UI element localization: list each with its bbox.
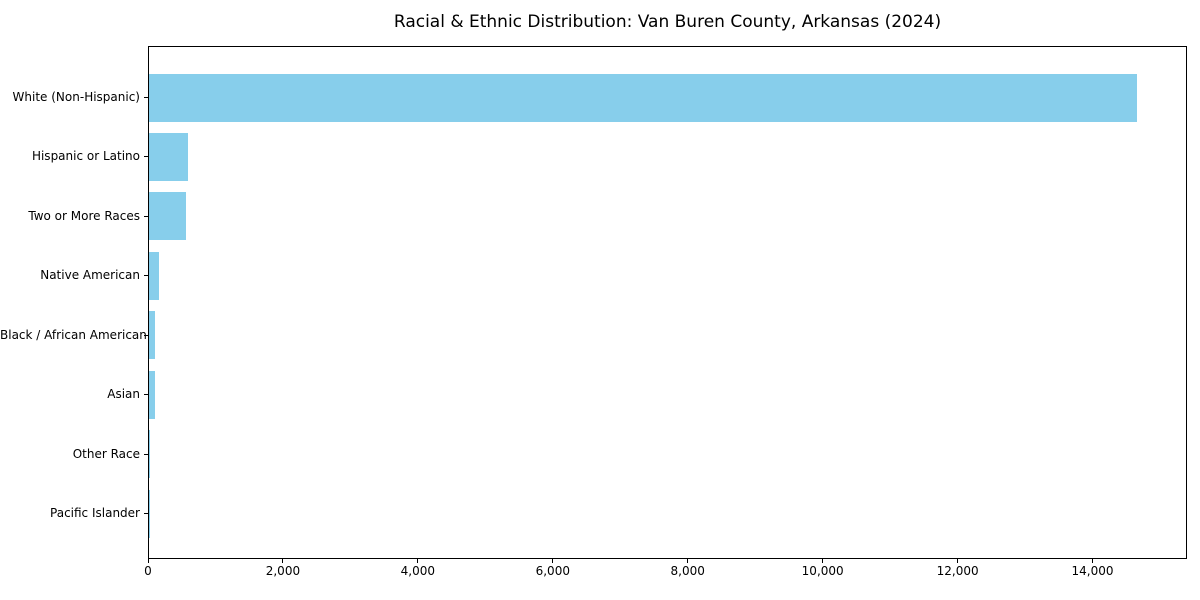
- x-tick-mark: [822, 559, 824, 563]
- x-tick-label: 4,000: [400, 564, 436, 578]
- bar: [149, 192, 187, 241]
- y-tick-label: Pacific Islander: [50, 506, 140, 520]
- y-tick-label: Asian: [107, 387, 140, 402]
- x-tick-label: 8,000: [670, 564, 705, 578]
- y-tick-label: Black / African American: [0, 327, 147, 342]
- y-tick-mark: [144, 453, 148, 455]
- bar: [149, 251, 160, 300]
- bar: [149, 311, 156, 360]
- plot-area: [148, 46, 1187, 559]
- x-tick-label: 0: [144, 564, 152, 578]
- y-tick-label: Other Race: [72, 446, 140, 461]
- bar: [149, 73, 1137, 122]
- x-tick-label: 2,000: [265, 564, 301, 578]
- y-tick-mark: [144, 334, 148, 336]
- y-tick-mark: [144, 513, 148, 514]
- y-tick-label: White (Non-Hispanic): [12, 90, 140, 104]
- x-tick-mark: [417, 559, 419, 563]
- x-tick-mark: [687, 559, 689, 563]
- bar: [149, 430, 150, 479]
- x-tick-mark: [147, 559, 149, 563]
- bar: [149, 370, 155, 419]
- y-tick-label: Hispanic or Latino: [31, 149, 140, 164]
- y-tick-mark: [144, 394, 148, 396]
- x-tick-mark: [1092, 559, 1094, 563]
- x-tick-mark: [282, 559, 284, 563]
- x-tick-label: 10,000: [801, 564, 844, 578]
- x-tick-label: 6,000: [535, 564, 570, 578]
- y-tick-mark: [144, 215, 148, 217]
- y-tick-label: Two or More Races: [28, 208, 140, 223]
- y-tick-mark: [144, 156, 148, 158]
- x-tick-label: 14,000: [1071, 564, 1114, 578]
- y-tick-mark: [144, 275, 148, 277]
- y-tick-mark: [144, 97, 148, 98]
- x-tick-mark: [957, 559, 959, 563]
- bar: [149, 132, 188, 181]
- chart-title: Racial & Ethnic Distribution: Van Buren …: [393, 12, 942, 32]
- x-tick-mark: [552, 559, 554, 563]
- x-tick-label: 12,000: [936, 564, 979, 578]
- y-tick-label: Native American: [40, 268, 140, 283]
